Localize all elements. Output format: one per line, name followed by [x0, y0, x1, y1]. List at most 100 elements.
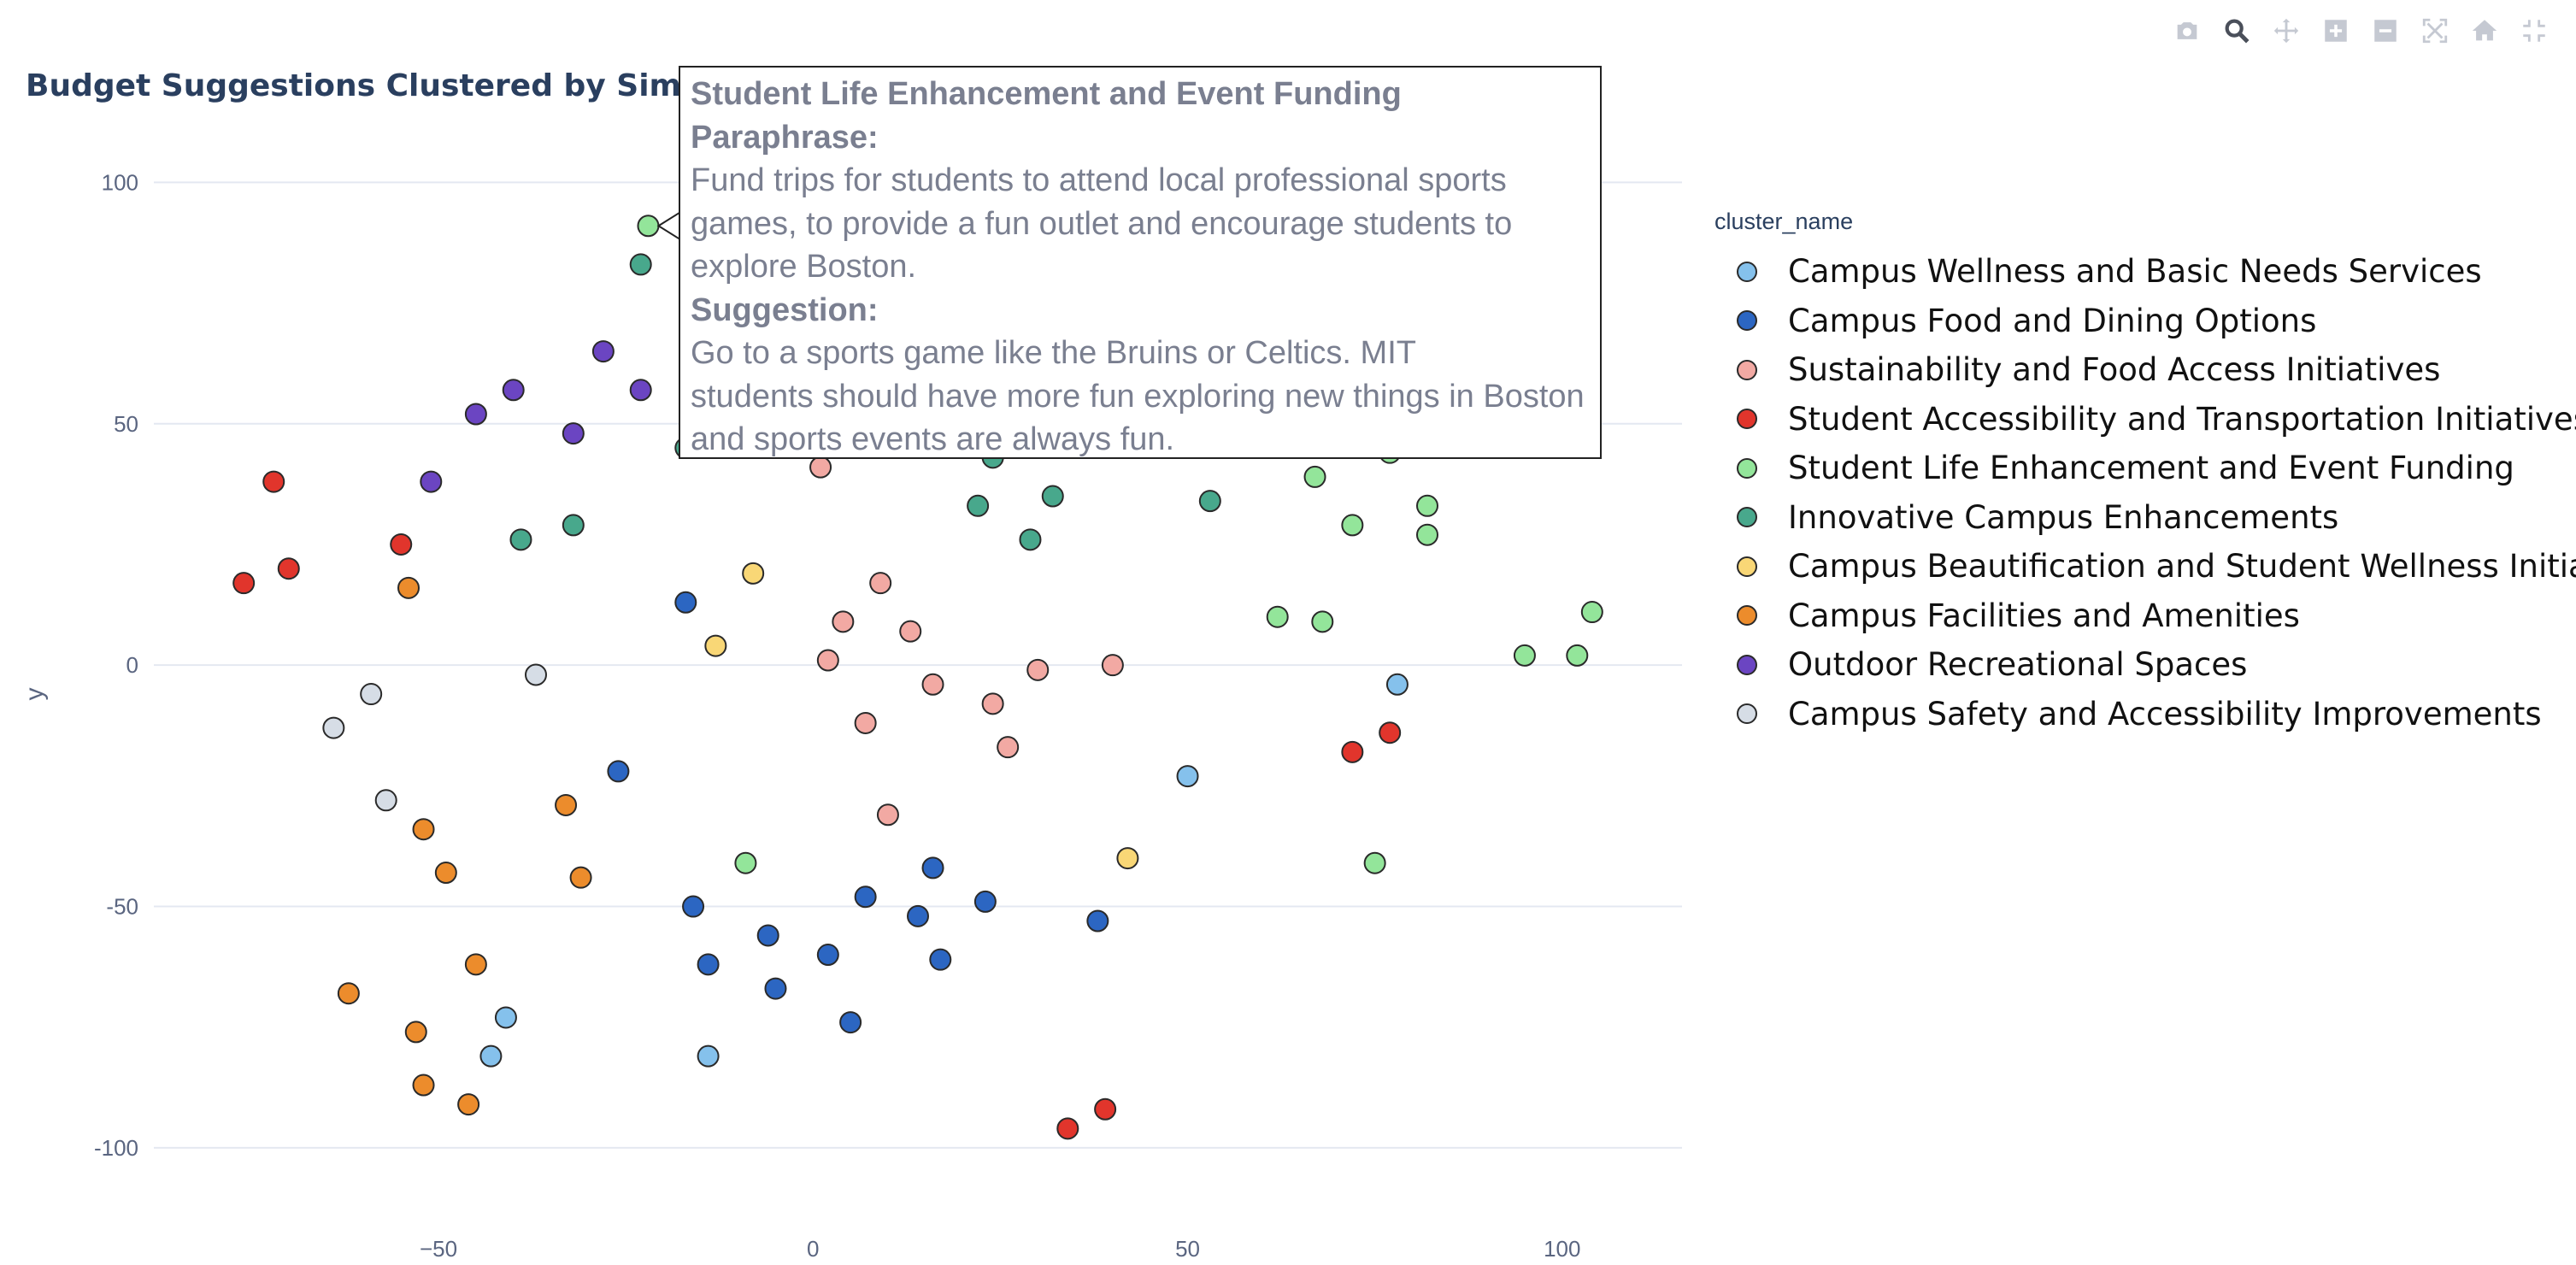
- data-point[interactable]: [262, 470, 285, 493]
- data-point[interactable]: [682, 895, 705, 918]
- data-point[interactable]: [1513, 644, 1536, 667]
- data-point[interactable]: [555, 793, 578, 816]
- data-point[interactable]: [479, 1044, 503, 1068]
- data-point[interactable]: [1019, 528, 1042, 551]
- data-point[interactable]: [1566, 644, 1589, 667]
- data-point[interactable]: [742, 562, 765, 585]
- data-point[interactable]: [816, 649, 839, 672]
- data-point[interactable]: [569, 866, 592, 889]
- data-point[interactable]: [1101, 654, 1124, 677]
- data-point[interactable]: [457, 1093, 480, 1116]
- data-point[interactable]: [756, 924, 779, 947]
- data-point[interactable]: [412, 818, 435, 841]
- data-point[interactable]: [1580, 601, 1603, 624]
- data-point[interactable]: [390, 532, 413, 556]
- data-point[interactable]: [1198, 490, 1221, 513]
- data-point[interactable]: [607, 760, 630, 783]
- data-point[interactable]: [434, 862, 457, 885]
- data-point[interactable]: [1363, 851, 1386, 874]
- data-point[interactable]: [509, 528, 532, 551]
- data-point[interactable]: [232, 572, 256, 595]
- data-point[interactable]: [322, 716, 345, 739]
- data-point[interactable]: [420, 470, 443, 493]
- data-point[interactable]: [981, 692, 1004, 715]
- data-point[interactable]: [562, 422, 585, 445]
- data-point[interactable]: [464, 953, 487, 976]
- data-point[interactable]: [591, 340, 615, 363]
- legend-item[interactable]: Campus Facilities and Amenities: [1713, 591, 2576, 641]
- data-point[interactable]: [277, 557, 300, 580]
- legend-label: Outdoor Recreational Spaces: [1788, 646, 2248, 684]
- legend-item[interactable]: Campus Safety and Accessibility Improvem…: [1713, 690, 2576, 739]
- data-point[interactable]: [704, 634, 727, 657]
- data-point[interactable]: [854, 886, 877, 909]
- legend-item[interactable]: Campus Wellness and Basic Needs Services: [1713, 247, 2576, 297]
- data-point[interactable]: [899, 620, 922, 643]
- legend-item[interactable]: Student Accessibility and Transportation…: [1713, 395, 2576, 444]
- data-point[interactable]: [1385, 673, 1409, 696]
- camera-icon[interactable]: [2162, 14, 2212, 48]
- zoom-in-icon[interactable]: [2311, 14, 2361, 48]
- data-point[interactable]: [502, 379, 525, 402]
- data-point[interactable]: [1266, 605, 1289, 628]
- data-point[interactable]: [1116, 847, 1139, 870]
- legend-item[interactable]: Innovative Campus Enhancements: [1713, 493, 2576, 543]
- data-point[interactable]: [907, 904, 929, 927]
- data-point[interactable]: [1086, 909, 1109, 933]
- home-icon[interactable]: [2460, 14, 2509, 48]
- data-point[interactable]: [525, 663, 547, 686]
- data-point[interactable]: [929, 948, 952, 971]
- data-point[interactable]: [697, 953, 720, 976]
- data-point[interactable]: [1416, 494, 1438, 517]
- data-point[interactable]: [1026, 658, 1050, 681]
- zoom-icon[interactable]: [2212, 14, 2261, 48]
- data-point[interactable]: [854, 711, 877, 734]
- data-point[interactable]: [374, 789, 397, 812]
- data-point[interactable]: [973, 890, 997, 913]
- legend-item[interactable]: Sustainability and Food Access Initiativ…: [1713, 345, 2576, 395]
- data-point[interactable]: [629, 253, 652, 276]
- data-point[interactable]: [1094, 1097, 1117, 1121]
- data-point[interactable]: [562, 514, 585, 537]
- data-point[interactable]: [697, 1044, 720, 1068]
- fullscreen-icon[interactable]: [2509, 14, 2559, 48]
- data-point[interactable]: [967, 494, 990, 517]
- data-point[interactable]: [839, 1011, 862, 1034]
- legend-item[interactable]: Campus Beautification and Student Wellne…: [1713, 542, 2576, 591]
- data-point[interactable]: [1176, 765, 1199, 788]
- data-point[interactable]: [494, 1006, 517, 1029]
- data-point[interactable]: [360, 683, 383, 706]
- pan-icon[interactable]: [2261, 14, 2311, 48]
- data-point[interactable]: [337, 982, 360, 1005]
- data-point[interactable]: [997, 736, 1020, 759]
- data-point[interactable]: [876, 803, 899, 827]
- data-point[interactable]: [637, 215, 660, 238]
- data-point[interactable]: [1311, 610, 1334, 633]
- data-point[interactable]: [412, 1074, 435, 1097]
- data-point[interactable]: [1341, 740, 1364, 763]
- x-tick-labels: −50 0 50 100: [420, 1236, 1580, 1262]
- data-point[interactable]: [1303, 465, 1326, 488]
- zoom-out-icon[interactable]: [2361, 14, 2410, 48]
- data-point[interactable]: [734, 851, 757, 874]
- autoscale-icon[interactable]: [2410, 14, 2460, 48]
- data-point[interactable]: [1379, 721, 1402, 744]
- data-point[interactable]: [1416, 523, 1438, 546]
- data-point[interactable]: [464, 403, 487, 426]
- data-point[interactable]: [629, 379, 652, 402]
- data-point[interactable]: [921, 856, 944, 880]
- data-point[interactable]: [832, 610, 855, 633]
- data-point[interactable]: [921, 673, 944, 696]
- data-point[interactable]: [1341, 514, 1364, 537]
- data-point[interactable]: [764, 977, 787, 1000]
- legend-item[interactable]: Student Life Enhancement and Event Fundi…: [1713, 444, 2576, 493]
- data-point[interactable]: [869, 572, 892, 595]
- data-point[interactable]: [1056, 1117, 1079, 1140]
- data-point[interactable]: [1041, 485, 1064, 508]
- legend-item[interactable]: Outdoor Recreational Spaces: [1713, 640, 2576, 690]
- data-point[interactable]: [816, 944, 839, 967]
- data-point[interactable]: [404, 1021, 427, 1044]
- data-point[interactable]: [397, 576, 420, 599]
- data-point[interactable]: [674, 591, 697, 614]
- legend-item[interactable]: Campus Food and Dining Options: [1713, 297, 2576, 346]
